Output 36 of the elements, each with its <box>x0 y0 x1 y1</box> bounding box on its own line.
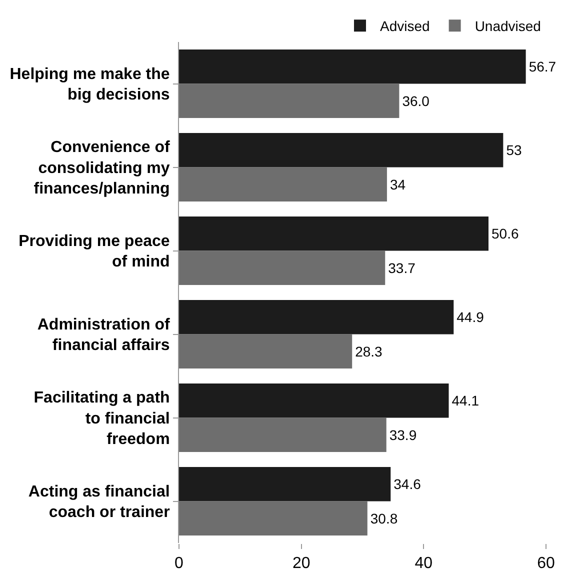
legend-label: Unadvised <box>474 18 541 34</box>
data-label: 56.7 <box>528 58 556 75</box>
data-label: 34 <box>390 176 406 192</box>
x-tick-label: 40 <box>414 555 433 572</box>
data-label: 44.1 <box>452 392 480 409</box>
y-tick-label: Providing me peace of mind <box>18 232 170 271</box>
bar <box>179 334 352 368</box>
data-label: 33.9 <box>389 426 417 443</box>
bar <box>179 300 454 334</box>
legend-label: Advised <box>380 18 430 34</box>
x-tick-label: 60 <box>537 555 555 572</box>
data-label: 30.8 <box>370 510 398 526</box>
y-tick-label: Acting as financial coach or trainer <box>28 483 170 522</box>
bar <box>179 84 400 118</box>
data-label: 50.6 <box>492 226 519 242</box>
bar <box>179 384 449 418</box>
y-tick-label: Helping me make the big decisions <box>10 66 170 104</box>
data-label: 34.6 <box>394 476 422 492</box>
bar <box>179 250 386 285</box>
bar <box>179 133 504 168</box>
data-label: 44.9 <box>456 309 484 326</box>
data-label: 33.7 <box>388 260 416 276</box>
data-label: 53 <box>506 142 522 158</box>
y-tick-label: Facilitating a path to financial freedom <box>34 390 170 448</box>
x-tick-label: 0 <box>174 555 184 572</box>
y-tick-label: Convenience of consolidating my finances/planning <box>34 139 170 198</box>
bar <box>179 167 387 202</box>
data-label: 28.3 <box>355 343 383 360</box>
bar <box>179 501 368 536</box>
bar <box>179 467 391 502</box>
bar <box>179 418 386 452</box>
y-tick-label: Administration of financial affairs <box>37 316 170 354</box>
bar <box>179 216 488 251</box>
x-tick-label: 20 <box>292 555 310 572</box>
data-label: 36.0 <box>402 92 430 109</box>
bar <box>179 50 526 84</box>
